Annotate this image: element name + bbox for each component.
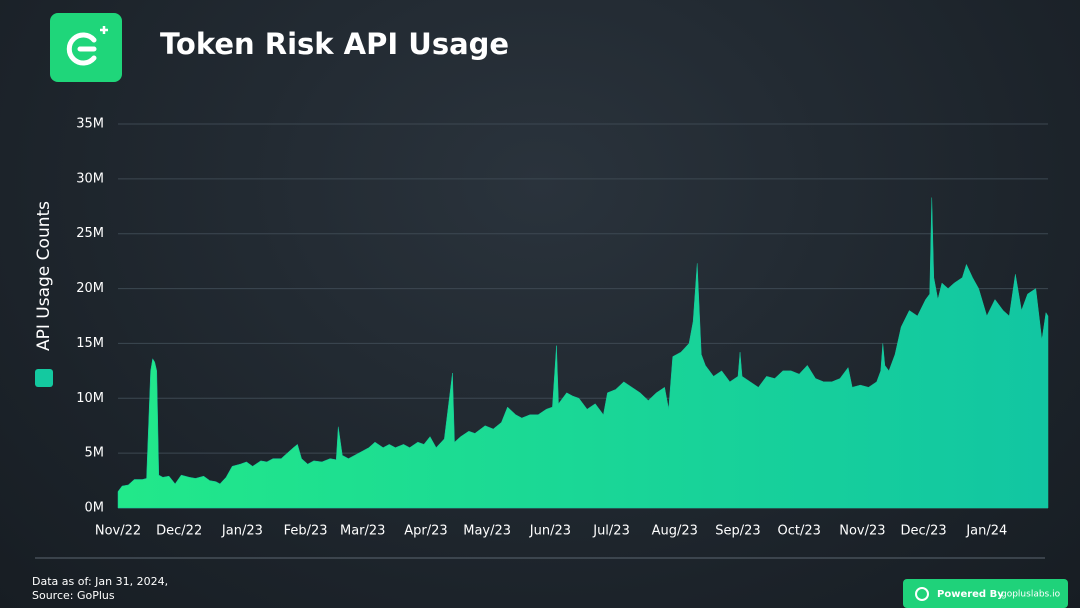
x-tick-label: May/23 [463,524,511,539]
x-tick-label: Jul/23 [592,524,630,539]
x-tick-label: Dec/23 [901,524,947,539]
footer-note: Data as of: Jan 31, 2024, [32,575,168,588]
y-tick-label: 35M [76,117,104,132]
y-tick-label: 5M [85,446,105,461]
logo-plus [100,26,108,34]
x-tick-label: Mar/23 [340,524,385,539]
legend-swatch [35,369,53,387]
y-tick-label: 30M [76,171,104,186]
x-tick-label: Aug/23 [652,524,698,539]
title: Token Risk API Usage [160,27,509,61]
badge [903,579,1068,608]
x-tick-label: Nov/23 [839,524,885,539]
x-tick-label: Apr/23 [404,524,447,539]
logo-mark [66,32,97,66]
y-axis-label: API Usage Counts [34,201,54,351]
x-tick-label: Sep/23 [715,524,760,539]
y-tick-label: 20M [76,281,104,296]
y-tick-label: 15M [76,336,104,351]
x-tick-label: Feb/23 [284,524,328,539]
badge-logo [915,587,929,601]
badge-text: Powered By [937,589,1004,600]
x-tick-label: Oct/23 [777,524,820,539]
x-tick-label: Jan/23 [221,524,263,539]
y-tick-label: 0M [85,501,105,516]
x-tick-label: Nov/22 [95,524,141,539]
x-tick-label: Dec/22 [156,524,202,539]
footer-source: Source: GoPlus [32,589,115,602]
area [117,197,1049,509]
y-tick-label: 10M [76,391,104,406]
badge-brand: gopluslabs.io [1001,590,1061,600]
y-tick-label: 25M [76,226,104,241]
x-tick-label: Jan/24 [965,524,1007,539]
x-tick-label: Jun/23 [529,524,571,539]
